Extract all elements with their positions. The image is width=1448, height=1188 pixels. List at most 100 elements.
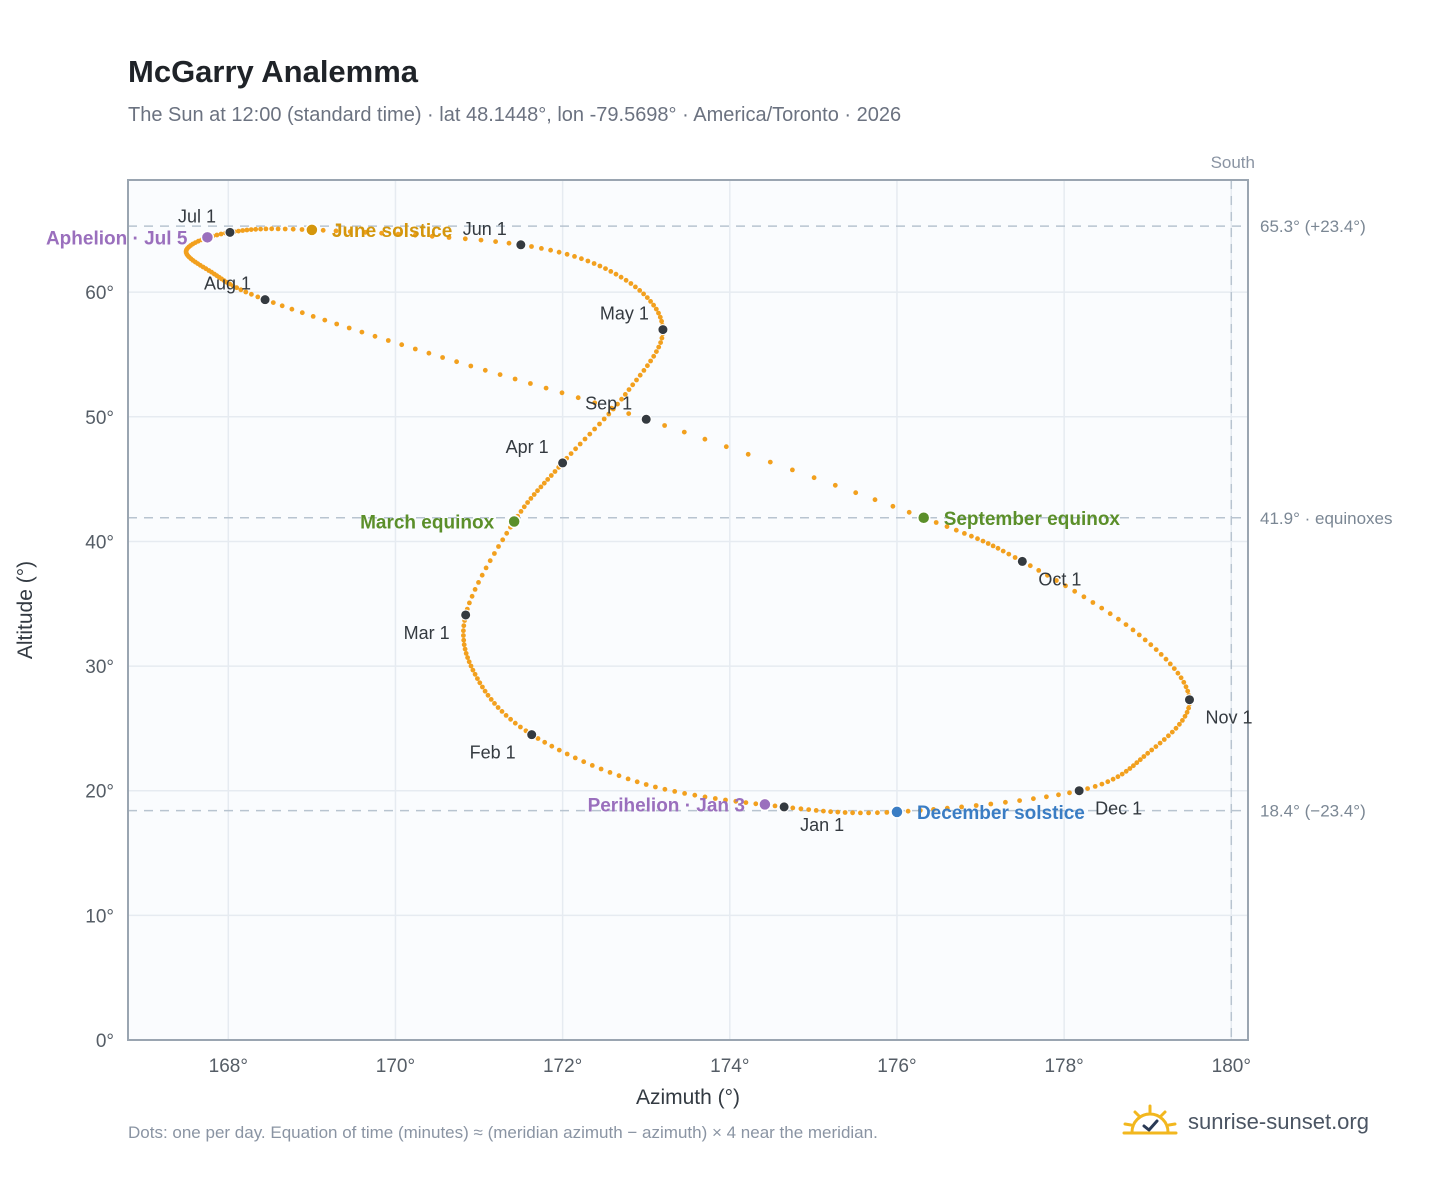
daily-dot (1175, 670, 1181, 676)
daily-dot (535, 736, 541, 741)
daily-dot (218, 231, 224, 237)
daily-dot (1092, 784, 1098, 789)
daily-dot (641, 368, 647, 373)
daily-dot (582, 436, 588, 442)
daily-dot (503, 713, 509, 718)
daily-dot (745, 451, 751, 457)
daily-dot (1157, 740, 1163, 746)
daily-dot (1167, 661, 1173, 667)
daily-dot (440, 355, 445, 360)
daily-dot (454, 359, 459, 365)
daily-dot (1149, 747, 1155, 753)
daily-dot (528, 496, 534, 501)
daily-dot (643, 782, 649, 787)
daily-dot (385, 338, 391, 343)
daily-dot (253, 226, 259, 232)
daily-dot (853, 490, 859, 496)
event-marker (890, 805, 904, 819)
daily-dot (476, 580, 481, 585)
event-marker (758, 797, 772, 812)
daily-dot (461, 633, 466, 638)
daily-dot (821, 808, 826, 814)
month-marker (515, 239, 527, 251)
daily-dot (581, 759, 587, 765)
daily-dot (1099, 605, 1105, 611)
event-marker (507, 514, 521, 529)
daily-dot (542, 739, 548, 745)
daily-dot (917, 808, 923, 813)
daily-dot (623, 277, 629, 283)
daily-dot (969, 533, 974, 539)
daily-dot (1134, 760, 1140, 766)
daily-dot (244, 227, 250, 233)
daily-dot (379, 230, 384, 236)
daily-dot (548, 247, 553, 253)
event-marker (916, 511, 931, 525)
daily-dot (944, 524, 950, 529)
y-axis-label: Altitude (°) (14, 561, 37, 659)
daily-dot (477, 680, 483, 686)
chart-subtitle: The Sun at 12:00 (standard time) · lat 4… (128, 104, 902, 126)
month-label: Oct 1 (1038, 569, 1081, 589)
daily-dot (279, 303, 285, 309)
daily-dot (579, 256, 584, 262)
daily-dot (1180, 718, 1185, 723)
daily-dot (461, 623, 467, 629)
daily-dot (723, 797, 728, 803)
daily-dot (1178, 675, 1184, 681)
event-label: Aphelion · Jul 5 (46, 228, 188, 249)
daily-dot (468, 663, 474, 669)
daily-dot (1130, 627, 1136, 633)
daily-dot (613, 271, 619, 277)
daily-dot (478, 237, 484, 243)
daily-dot (334, 321, 340, 327)
daily-dot (597, 263, 603, 269)
daily-dot (962, 531, 967, 536)
daily-dot (359, 329, 365, 335)
footnote: Dots: one per day. Equation of time (min… (128, 1123, 878, 1142)
daily-dot (461, 628, 466, 634)
daily-dot (890, 503, 896, 509)
daily-dot (1177, 721, 1182, 727)
daily-dot (648, 299, 653, 304)
daily-dot (290, 226, 296, 232)
daily-dot (518, 724, 523, 730)
brand[interactable]: sunrise-sunset.org (1122, 1104, 1369, 1140)
daily-dot (931, 807, 936, 812)
daily-dot (492, 551, 497, 556)
daily-dot (461, 642, 467, 648)
daily-dot (603, 266, 608, 271)
daily-dot (1119, 771, 1125, 777)
daily-dot (214, 232, 220, 238)
daily-dot (258, 226, 263, 232)
event-label: June solstice (332, 221, 452, 242)
daily-dot (682, 791, 687, 796)
daily-dot (875, 810, 880, 816)
daily-dot (472, 587, 478, 592)
daily-dot (1182, 713, 1188, 719)
guide-label: 41.9° · equinoxes (1260, 509, 1393, 528)
daily-dot (653, 784, 658, 790)
daily-dot (1137, 757, 1143, 763)
daily-dot (973, 803, 979, 808)
daily-dot (1153, 647, 1159, 652)
daily-dot (1063, 583, 1068, 589)
daily-dot (953, 527, 959, 533)
daily-dot (395, 231, 401, 237)
daily-dot (842, 810, 848, 815)
daily-dot (626, 387, 632, 392)
daily-dot (659, 318, 664, 324)
daily-dot (1163, 656, 1169, 662)
daily-dot (1067, 790, 1072, 796)
daily-dot (531, 492, 537, 497)
daily-dot (651, 353, 657, 359)
daily-dot (692, 792, 698, 798)
daily-dot (615, 401, 620, 407)
x-tick-label: 170° (376, 1056, 415, 1077)
daily-dot (535, 488, 540, 494)
daily-dot (529, 244, 534, 249)
daily-dot (702, 436, 708, 442)
daily-dot (1081, 594, 1087, 600)
daily-dot (622, 392, 628, 397)
meridian-label: South (1211, 153, 1255, 172)
